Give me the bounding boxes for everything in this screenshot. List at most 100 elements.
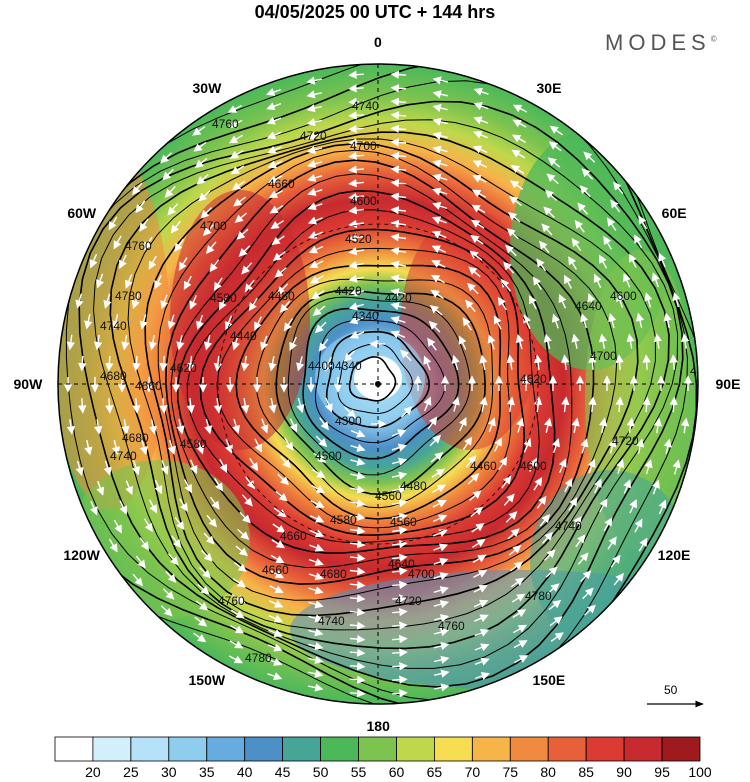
wind-vector (213, 355, 223, 372)
wind-vector (613, 181, 624, 195)
wind-vector (196, 173, 209, 185)
wind-vector (309, 260, 324, 269)
colorbar-label: 75 (502, 764, 519, 780)
wind-vector (644, 459, 653, 475)
contour-label: 4300 (335, 414, 362, 428)
wind-vector (277, 473, 289, 486)
contour-label: 4660 (135, 379, 162, 393)
colorbar-swatch (92, 736, 132, 762)
wind-vector (196, 439, 205, 455)
wind-vector (545, 566, 558, 578)
wind-vector (139, 314, 148, 330)
wind-vector (474, 629, 490, 637)
wind-vector (236, 228, 249, 240)
wind-vector (309, 514, 325, 523)
wind-vector (541, 223, 553, 236)
wind-vector (392, 553, 408, 562)
wind-vector (119, 500, 127, 515)
map-boundary (57, 63, 699, 705)
wind-vector (470, 235, 484, 245)
wind-vector (432, 145, 448, 154)
wind-vector (428, 320, 441, 333)
wind-vector (472, 175, 487, 183)
wind-vector (254, 316, 262, 331)
wind-vector (390, 288, 406, 297)
wind-vector (241, 397, 250, 414)
wind-vector (431, 216, 447, 225)
wind-vector (511, 149, 526, 159)
wind-vector (391, 443, 407, 452)
wind-vector (391, 512, 408, 521)
wind-vector (598, 333, 608, 349)
contour-label: 4500 (315, 449, 342, 463)
wind-vector (391, 457, 408, 466)
wind-vector (348, 302, 365, 311)
wind-vector (392, 621, 408, 630)
wind-vector (227, 104, 242, 113)
wind-vector (171, 535, 182, 549)
wind-vector (473, 570, 488, 579)
wind-vector (66, 419, 76, 435)
longitude-label: 90W (13, 376, 43, 392)
wind-vector (623, 479, 631, 494)
wind-vector (669, 354, 678, 370)
wind-vector (219, 458, 228, 473)
wind-vector (549, 616, 563, 627)
wind-vector (132, 573, 143, 587)
wind-vector (587, 293, 596, 309)
contour-label: 4760 (212, 117, 239, 131)
wind-vector (594, 478, 602, 494)
wind-vector (561, 354, 570, 370)
wind-vector (311, 290, 325, 300)
colorbar-swatch (433, 736, 473, 762)
wind-vector (350, 429, 366, 438)
wind-vector (392, 594, 408, 603)
wind-vector (310, 500, 325, 508)
wind-vector (588, 354, 597, 370)
wind-vector (267, 145, 282, 154)
wind-vector (349, 607, 366, 617)
wind-vector (510, 180, 524, 190)
wind-vector (544, 189, 557, 201)
wind-vector (270, 220, 284, 229)
wind-vector (607, 536, 617, 550)
contour-label: 4640 (388, 557, 415, 571)
wind-vector (472, 145, 488, 154)
wind-vector (392, 675, 408, 684)
wind-vector (390, 124, 407, 134)
colorbar-swatch (396, 736, 435, 762)
wind-vector (350, 471, 366, 480)
wind-vector (194, 616, 208, 627)
wind-vector (429, 305, 443, 316)
wind-vector (235, 545, 248, 557)
wind-vector (148, 419, 158, 435)
wind-vector (510, 164, 525, 175)
wind-vector (550, 632, 564, 642)
wind-vector (471, 523, 485, 533)
wind-vector (433, 614, 450, 623)
wind-vector (270, 554, 285, 564)
contour-label: 4760 (125, 239, 152, 253)
wind-vector (434, 669, 450, 678)
contour-label: 4560 (390, 515, 417, 529)
wind-vector (472, 554, 487, 564)
wind-vector (308, 572, 324, 581)
wind-vector (135, 200, 146, 214)
wind-vector (268, 189, 283, 198)
contour-label: 4700 (200, 219, 227, 233)
colorbar-swatch (168, 736, 208, 762)
wind-vector (94, 419, 103, 435)
wind-vector (154, 274, 162, 290)
colorbar-label: 60 (388, 764, 405, 780)
wind-vector (283, 318, 294, 332)
wind-vector (289, 418, 298, 433)
wind-vector (608, 312, 617, 329)
wind-vector (350, 457, 366, 466)
wind-vector (669, 396, 678, 413)
height-contour (287, 296, 471, 476)
colorbar-swatch (54, 736, 94, 762)
wind-vector (400, 406, 413, 418)
wind-vector (111, 314, 120, 330)
contour-label: 4680 (122, 431, 149, 445)
wind-vector (564, 274, 573, 289)
